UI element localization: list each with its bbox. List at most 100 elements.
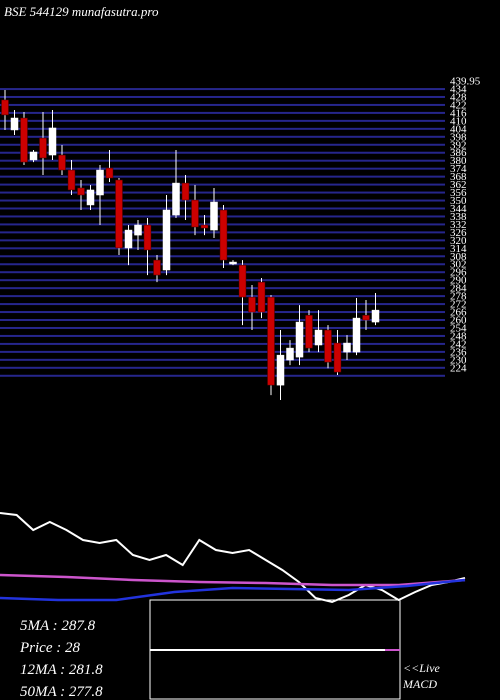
candle-body	[352, 317, 361, 353]
candle-body	[305, 315, 313, 349]
grid-line	[0, 326, 445, 329]
candle-body	[10, 117, 19, 131]
y-tick-label: 248	[450, 330, 467, 342]
grid-line	[0, 95, 445, 98]
candle-body	[105, 167, 114, 179]
y-tick-label: 266	[450, 307, 467, 319]
grid-line	[0, 366, 445, 369]
y-tick-label: 284	[450, 283, 467, 295]
grid-line	[0, 271, 445, 274]
candle-body	[229, 261, 237, 265]
candle-body	[191, 199, 199, 228]
y-tick-label: 398	[450, 131, 467, 143]
chart-title: BSE 544129 munafasutra.pro	[4, 4, 159, 19]
candle-body	[172, 182, 180, 216]
candle-body	[143, 224, 152, 251]
grid-line	[0, 207, 445, 210]
y-tick-label: 326	[450, 227, 467, 239]
y-tick-label: 224	[450, 362, 467, 374]
grid-line	[0, 358, 445, 361]
candle-body	[153, 259, 161, 276]
candle-body	[314, 329, 323, 346]
candle-body	[257, 281, 266, 313]
stat-label: 12MA : 281.8	[20, 662, 103, 678]
candle-body	[134, 224, 142, 236]
y-tick-label: 344	[450, 203, 467, 215]
candle-body	[210, 201, 218, 231]
grid-line	[0, 350, 445, 353]
stat-label: Price : 28	[19, 640, 80, 656]
grid-line	[0, 279, 445, 282]
y-tick-label: 404	[450, 123, 467, 135]
candle-body	[181, 182, 190, 201]
y-tick-label: 368	[450, 171, 467, 183]
candle-body	[58, 154, 66, 171]
candle-body	[115, 179, 123, 249]
candle-body	[371, 309, 380, 323]
y-tick-label: 332	[450, 219, 467, 231]
y-tick-label: 242	[450, 338, 467, 350]
grid-line	[0, 295, 445, 298]
y-tick-label: 386	[450, 147, 467, 159]
y-tick-label: 254	[450, 322, 467, 334]
candle-body	[162, 209, 171, 271]
y-tick-label: 439.95	[450, 76, 481, 88]
grid-line	[0, 287, 445, 290]
grid-line	[0, 88, 445, 91]
grid-line	[0, 151, 445, 154]
indicator-line	[0, 573, 466, 587]
candle-body	[48, 127, 57, 156]
candle-body	[219, 209, 228, 261]
candle-body	[39, 137, 47, 159]
y-tick-label: 422	[450, 99, 467, 111]
y-tick-label: 362	[450, 179, 467, 191]
stat-label: 5MA : 287.8	[20, 618, 96, 634]
grid-line	[0, 119, 445, 122]
candle-body	[20, 117, 28, 163]
y-tick-label: 374	[450, 163, 467, 175]
grid-line	[0, 143, 445, 146]
y-tick-label: 434	[450, 83, 467, 95]
y-tick-label: 278	[450, 291, 467, 303]
grid-line	[0, 175, 445, 178]
y-tick-label: 308	[450, 251, 467, 263]
grid-line	[0, 311, 445, 314]
grid-line	[0, 191, 445, 194]
grid-line	[0, 183, 445, 186]
y-tick-label: 290	[450, 275, 467, 287]
live-label: <<Live	[403, 661, 441, 675]
grid-line	[0, 199, 445, 202]
candle-body	[333, 342, 342, 373]
indicator-line	[0, 512, 466, 604]
grid-line	[0, 334, 445, 337]
grid-line	[0, 303, 445, 306]
candle-body	[286, 347, 294, 361]
y-tick-label: 314	[450, 243, 467, 255]
y-tick-label: 272	[450, 299, 467, 311]
candle-body	[77, 187, 85, 196]
indicator-line	[0, 578, 466, 602]
candle-body	[238, 264, 247, 298]
candle-body	[267, 296, 275, 386]
candle-body	[1, 99, 9, 116]
grid-line	[0, 319, 445, 322]
candle-body	[343, 342, 351, 353]
grid-line	[0, 263, 445, 266]
y-tick-label: 338	[450, 211, 467, 223]
live-label: MACD	[402, 677, 437, 691]
y-tick-label: 320	[450, 235, 467, 247]
grid-line	[0, 103, 445, 106]
grid-line	[0, 159, 445, 162]
grid-line	[0, 167, 445, 170]
candle-body	[29, 151, 38, 161]
y-tick-label: 416	[450, 107, 467, 119]
y-tick-label: 356	[450, 187, 467, 199]
y-tick-label: 350	[450, 195, 467, 207]
candle-body	[362, 315, 370, 321]
candle-body	[248, 296, 256, 313]
grid-line	[0, 135, 445, 138]
candle-body	[295, 321, 304, 358]
candle-body	[67, 169, 76, 191]
